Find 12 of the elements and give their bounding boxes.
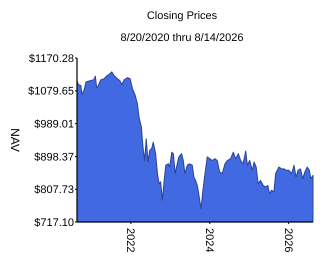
x-tick-label: 2026: [282, 228, 294, 252]
chart-subtitle: 8/20/2020 thru 8/14/2026: [120, 32, 244, 44]
y-tick-label: $898.37: [34, 151, 74, 164]
y-tick-label: $717.10: [34, 216, 74, 229]
chart-title: Closing Prices: [146, 10, 218, 22]
x-tick-label: 2024: [202, 228, 215, 252]
y-tick-label: $1079.65: [28, 86, 74, 98]
y-tick-label: $989.01: [34, 118, 74, 130]
y-axis-title: NAV: [8, 128, 22, 152]
y-tick-label: $1170.28: [28, 52, 74, 65]
x-tick-label: 2022: [124, 228, 136, 252]
y-tick-label: $807.73: [34, 184, 74, 196]
